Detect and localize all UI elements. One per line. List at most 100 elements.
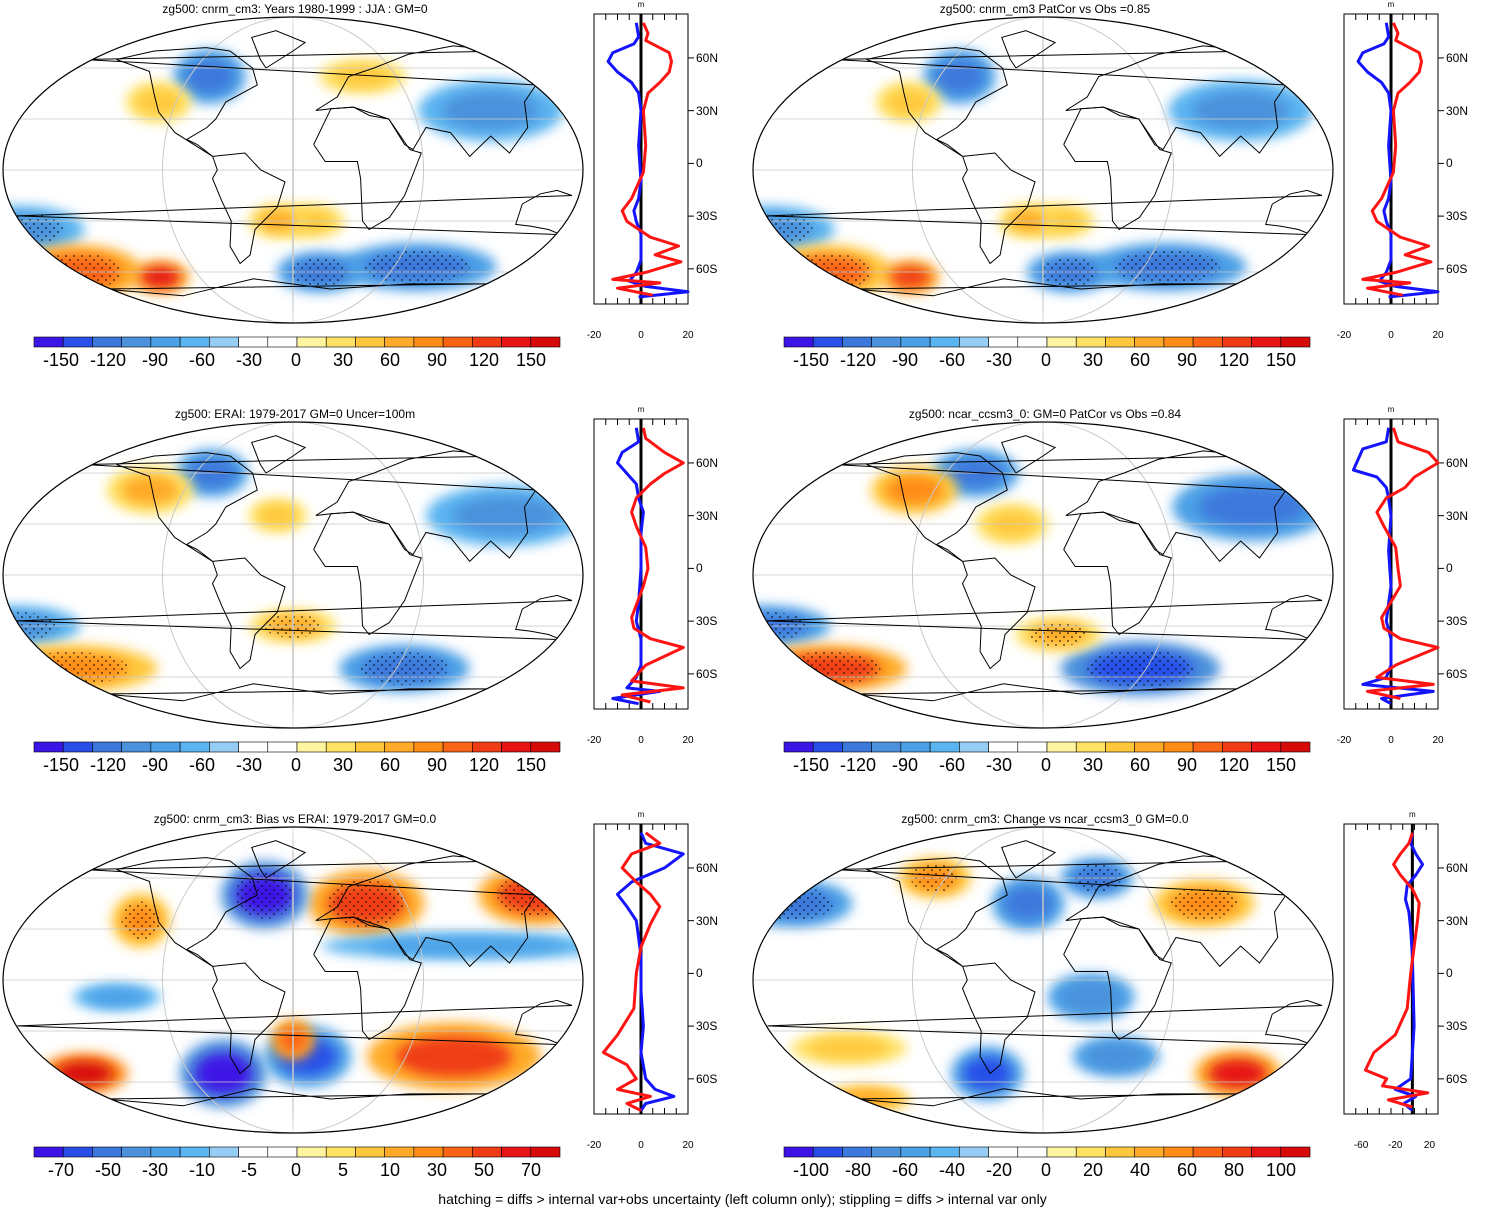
colorbar-label: 0 bbox=[290, 1160, 302, 1180]
map-border bbox=[752, 826, 1334, 1134]
colorbar-label: -120 bbox=[839, 755, 877, 775]
profile-lat-label: 30S bbox=[696, 614, 718, 629]
colorbar-swatch bbox=[267, 741, 298, 753]
graticule-meridian bbox=[162, 17, 424, 323]
colorbar-swatch bbox=[929, 741, 960, 753]
colorbar-label: -60 bbox=[891, 1160, 919, 1180]
colorbar-swatch bbox=[1222, 741, 1252, 753]
panel-title: zg500: cnrm_cm3: Years 1980-1999 : JJA :… bbox=[162, 2, 428, 16]
colorbar-label: -60 bbox=[938, 755, 966, 775]
coastline bbox=[251, 435, 307, 474]
profile-unit: m bbox=[637, 0, 645, 9]
colorbar-label: 120 bbox=[468, 755, 500, 775]
coastline bbox=[211, 962, 286, 1075]
zonal-profile-plot bbox=[1343, 418, 1444, 710]
colorbar-swatch bbox=[1280, 741, 1311, 753]
colorbar-label: 100 bbox=[1265, 1160, 1297, 1180]
panel-title: zg500: cnrm_cm3: Change vs ncar_ccsm3_0 … bbox=[901, 812, 1189, 826]
field-blob-core bbox=[333, 66, 392, 87]
map-border bbox=[2, 826, 584, 1134]
red-profile-line bbox=[1366, 427, 1440, 700]
profile-x-label: -20 bbox=[1336, 330, 1352, 341]
coastline bbox=[211, 557, 286, 670]
colorbar-label: -90 bbox=[891, 755, 919, 775]
colorbar bbox=[783, 336, 1311, 348]
profile-lat-label: 0 bbox=[1446, 156, 1453, 171]
colorbar-label: 60 bbox=[1129, 755, 1151, 775]
colorbar-swatch bbox=[179, 336, 210, 348]
coastline bbox=[767, 189, 1323, 236]
colorbar-swatch bbox=[812, 1146, 843, 1158]
colorbar-swatch bbox=[121, 1146, 152, 1158]
colorbar-swatch bbox=[812, 336, 843, 348]
profile-x-label: 0 bbox=[1388, 735, 1394, 746]
field-blob-core bbox=[185, 60, 234, 93]
map-plot bbox=[752, 421, 1334, 729]
colorbar-label: 150 bbox=[1265, 755, 1297, 775]
profile-unit: m bbox=[1387, 405, 1395, 414]
field-blob-core bbox=[1192, 92, 1290, 129]
profile-lat-label: 60N bbox=[696, 50, 719, 65]
colorbar-label: -90 bbox=[141, 350, 169, 370]
colorbar-label: 30 bbox=[332, 350, 354, 370]
zonal-profile-plot bbox=[593, 13, 694, 305]
colorbar-swatch bbox=[1280, 336, 1311, 348]
colorbar-swatch bbox=[150, 336, 181, 348]
colorbar-swatch bbox=[1134, 336, 1165, 348]
colorbar-swatch bbox=[150, 741, 181, 753]
colorbar-label: 80 bbox=[1223, 1160, 1245, 1180]
colorbar-swatch bbox=[179, 1146, 210, 1158]
coastline bbox=[866, 47, 1008, 157]
colorbar-swatch bbox=[783, 336, 814, 348]
colorbar-label: -50 bbox=[94, 1160, 122, 1180]
colorbar-label: 90 bbox=[426, 350, 448, 370]
coastline bbox=[116, 857, 258, 967]
profile-lat-label: 60S bbox=[1446, 1071, 1468, 1086]
coastline bbox=[1001, 435, 1057, 474]
field-blob-core bbox=[1062, 982, 1121, 1012]
colorbar-label: -60 bbox=[188, 755, 216, 775]
stippling-region bbox=[363, 250, 470, 284]
profile-x-label: 20 bbox=[682, 330, 694, 341]
colorbar-label: 0 bbox=[290, 350, 302, 370]
colorbar-label: -60 bbox=[188, 350, 216, 370]
profile-lat-label: 0 bbox=[1446, 561, 1453, 576]
profile-lat-label: 0 bbox=[696, 561, 703, 576]
colorbar-swatch bbox=[209, 741, 239, 753]
coastline bbox=[116, 452, 258, 562]
colorbar-swatch bbox=[842, 741, 872, 753]
colorbar-swatch bbox=[62, 741, 93, 753]
profile-lat-label: 30N bbox=[1446, 508, 1469, 523]
colorbar-label: -150 bbox=[42, 350, 80, 370]
profile-lat-label: 0 bbox=[696, 156, 703, 171]
colorbar-label: -30 bbox=[985, 755, 1013, 775]
colorbar-swatch bbox=[413, 741, 444, 753]
colorbar-swatch bbox=[1192, 336, 1223, 348]
colorbar-swatch bbox=[959, 1146, 989, 1158]
colorbar-label: 0 bbox=[1040, 350, 1052, 370]
colorbar-swatch bbox=[1251, 1146, 1282, 1158]
profile-lat-label: 30S bbox=[696, 209, 718, 224]
profile-x-label: 20 bbox=[1432, 735, 1444, 746]
stippling-region bbox=[497, 873, 575, 917]
colorbar-swatch bbox=[355, 336, 385, 348]
colorbar-label: 120 bbox=[1218, 755, 1250, 775]
profile-lat-label: 60S bbox=[696, 666, 718, 681]
colorbar-swatch bbox=[1222, 1146, 1252, 1158]
blue-profile-line bbox=[1393, 832, 1425, 1112]
colorbar-swatch bbox=[501, 336, 532, 348]
colorbar bbox=[33, 336, 561, 348]
colorbar-swatch bbox=[33, 1146, 64, 1158]
map-border bbox=[2, 421, 584, 729]
profile-lat-label: 30S bbox=[1446, 1019, 1468, 1034]
profile-lat-label: 0 bbox=[696, 966, 703, 981]
coastline bbox=[83, 450, 537, 563]
profile-x-label: -60 bbox=[1353, 1140, 1369, 1151]
colorbar-label: -20 bbox=[985, 1160, 1013, 1180]
field-blob-core bbox=[963, 1057, 1012, 1090]
panel-title: zg500: ncar_ccsm3_0: GM=0 PatCor vs Obs … bbox=[908, 407, 1182, 421]
colorbar-swatch bbox=[325, 1146, 356, 1158]
colorbar-label: 50 bbox=[473, 1160, 495, 1180]
field-blob-core bbox=[136, 89, 181, 115]
colorbar-swatch bbox=[530, 741, 561, 753]
